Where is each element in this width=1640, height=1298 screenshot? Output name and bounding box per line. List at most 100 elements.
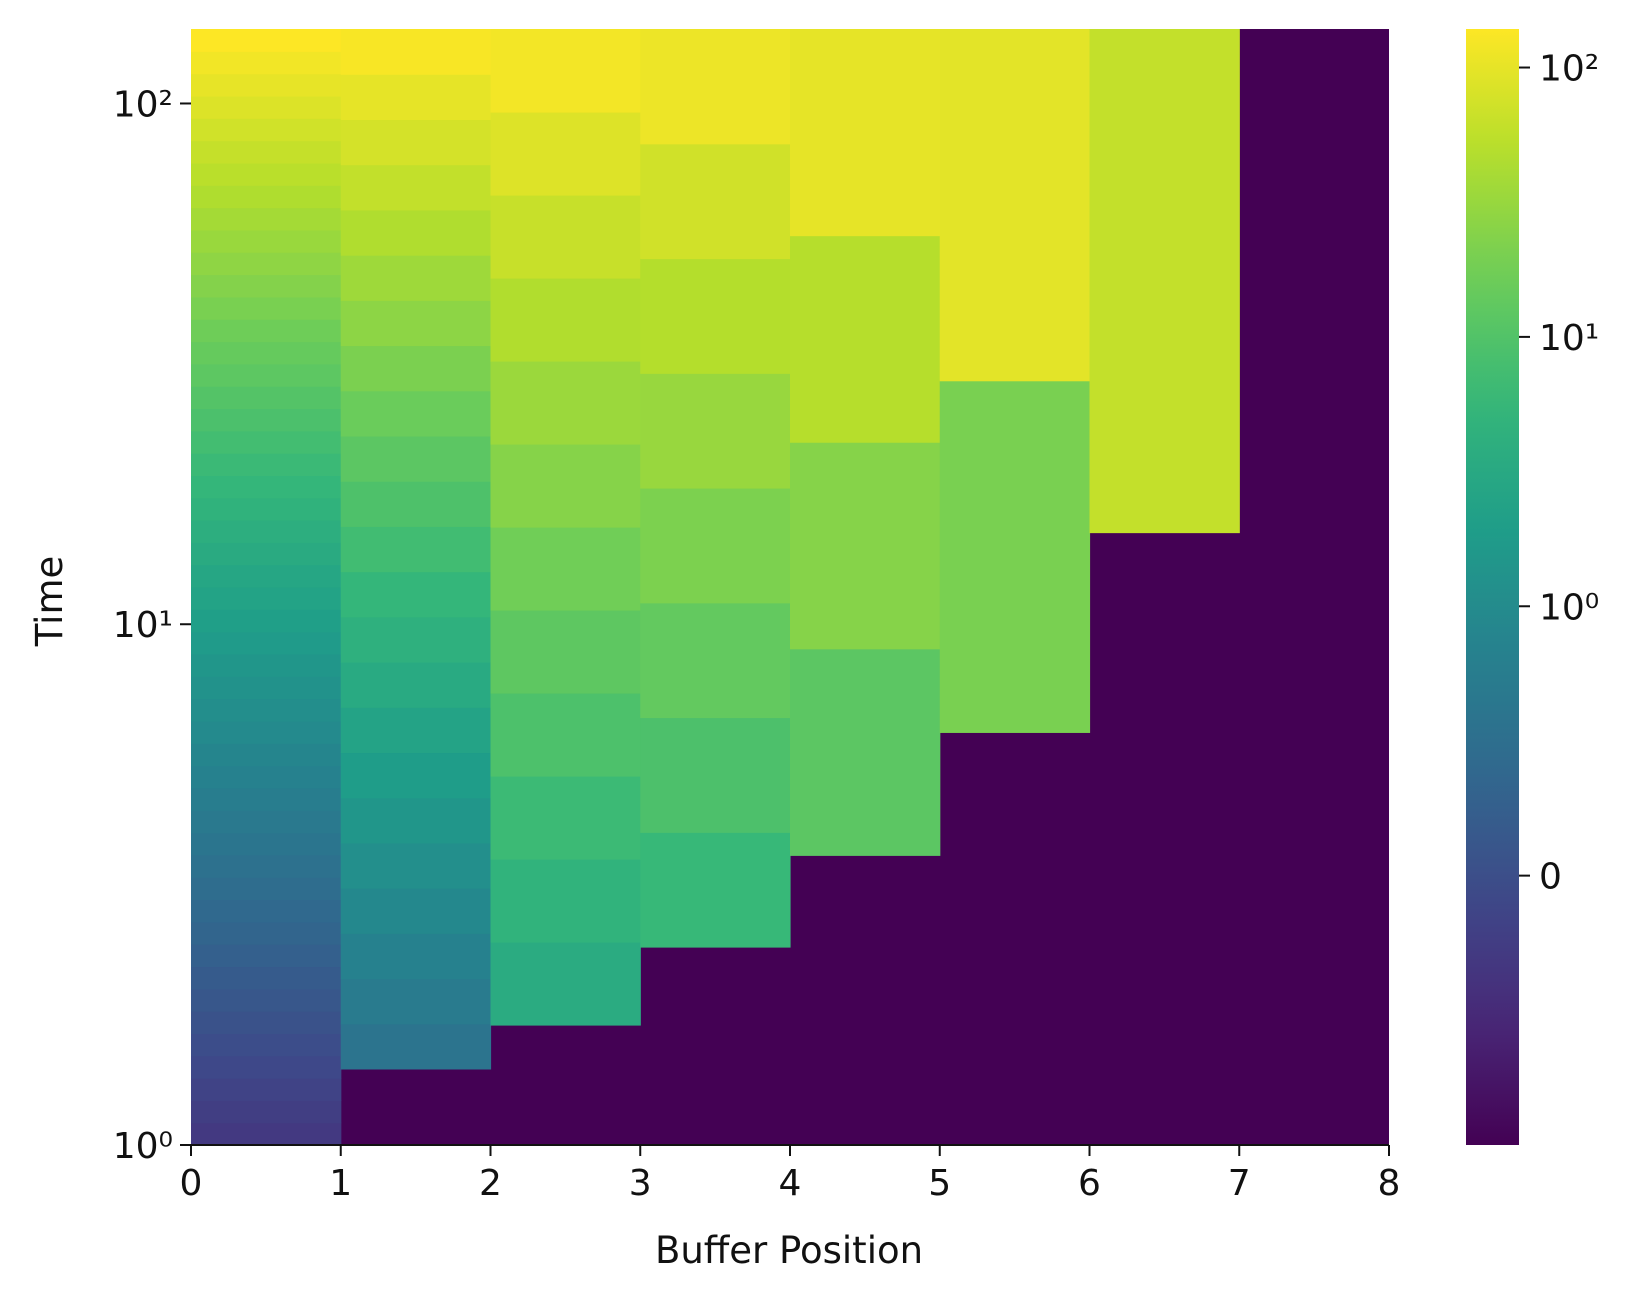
heatmap-cell [191,1100,342,1124]
heatmap-cell [340,345,492,392]
x-tick-label: 4 [779,1163,802,1204]
heatmap-cell [490,443,641,528]
heatmap-cell [490,29,641,113]
heatmap-cell [191,653,342,677]
heatmap-cell [490,194,641,279]
heatmap-cell [191,854,342,878]
heatmap-cell [191,787,342,811]
heatmap-cell [340,209,492,256]
heatmap-cell [340,255,492,301]
heatmap-cell [490,111,641,196]
heatmap-cell [340,571,492,618]
heatmap-cell [939,29,1091,382]
colorbar: 0 10⁰ 10¹ 10² [1466,29,1599,1145]
heatmap-cell [191,497,342,521]
y-axis-label: Time [28,556,71,648]
y-axis: 10⁰ 10¹ 10² [113,84,191,1167]
heatmap-cell [191,118,342,142]
heatmap-cell [191,877,342,901]
x-tick-label: 0 [180,1163,203,1204]
heatmap-cell [490,941,641,1026]
colorbar-tick-label: 10² [1539,49,1599,90]
heatmap-cell [191,944,342,968]
heatmap-cell [191,341,342,365]
x-tick-label: 5 [928,1163,951,1204]
colorbar-tick-label: 10¹ [1539,318,1599,359]
heatmap-cell [640,373,791,489]
colorbar-gradient [1466,29,1519,1145]
heatmap-cell [191,51,342,75]
x-axis: 0 1 2 3 4 5 6 7 8 [180,1144,1401,1204]
heatmap-cell [191,921,342,945]
heatmap-cell [490,775,641,860]
heatmap-cell [790,648,941,856]
heatmap-cell [191,899,342,923]
heatmap-cell [340,888,492,934]
heatmap-cell [340,435,492,482]
heatmap-cell [191,185,342,209]
heatmap-cell [191,609,342,633]
heatmap-cell [191,430,342,454]
heatmap-cell [340,526,492,573]
heatmap-cell [191,1033,342,1057]
heatmap-cell [640,29,791,145]
heatmap-cell [340,74,492,121]
heatmap-cell [191,319,342,343]
heatmap-cell [191,1055,342,1079]
x-axis-label: Buffer Position [655,1229,923,1272]
heatmap-cell [191,587,342,610]
heatmap-cell [1089,29,1240,534]
heatmap-cell [340,164,492,211]
heatmap-cell [340,933,492,980]
heatmap-cell [340,119,492,166]
heatmap-cell [340,616,492,663]
x-tick-label: 6 [1078,1163,1101,1204]
heatmap-cell [340,390,492,437]
heatmap-cell [340,300,492,347]
heatmap-cell [191,1078,342,1101]
heatmap-cell [191,1122,342,1146]
heatmap-cell [939,380,1091,733]
heatmap-cell [490,526,641,611]
heatmap-cell [191,1011,342,1034]
heatmap-cell [191,564,342,588]
colorbar-tick-label: 0 [1539,857,1562,898]
heatmap-cell [191,698,342,722]
y-tick-label: 10⁰ [113,1126,173,1167]
heatmap-cell [340,29,492,75]
heatmap-cell [191,408,342,432]
heatmap-cell [640,488,791,604]
heatmap-cell [191,29,342,52]
heatmap-cell [191,743,342,767]
heatmap-cell [640,143,791,260]
heatmap-cells [191,29,1389,1146]
heatmap-cell [191,386,342,410]
colorbar-tick-label: 10⁰ [1539,587,1599,628]
heatmap-cell [191,162,342,186]
heatmap-cell [191,720,342,744]
heatmap-cell [191,95,342,119]
y-tick-label: 10¹ [113,605,173,646]
heatmap-cell [191,631,342,655]
heatmap-cell [640,717,791,833]
heatmap-cell [640,258,791,374]
x-tick-label: 8 [1378,1163,1401,1204]
heatmap-cell [191,207,342,231]
heatmap-cell [191,765,342,789]
heatmap-cell [191,832,342,856]
heatmap-cell [191,229,342,253]
heatmap-cell [790,235,941,443]
y-tick-label: 10² [113,84,173,125]
colorbar-ticks: 0 10⁰ 10¹ 10² [1519,49,1599,898]
heatmap-cell [191,475,342,499]
x-tick-label: 1 [329,1163,352,1204]
heatmap-cell [490,609,641,694]
heatmap-cell [191,676,342,700]
heatmap-cell [191,988,342,1012]
heatmap-cell [340,1023,492,1070]
heatmap-cell [490,692,641,777]
heatmap-cell [340,481,492,527]
heatmap-cell [340,752,492,799]
heatmap-cell [490,858,641,943]
